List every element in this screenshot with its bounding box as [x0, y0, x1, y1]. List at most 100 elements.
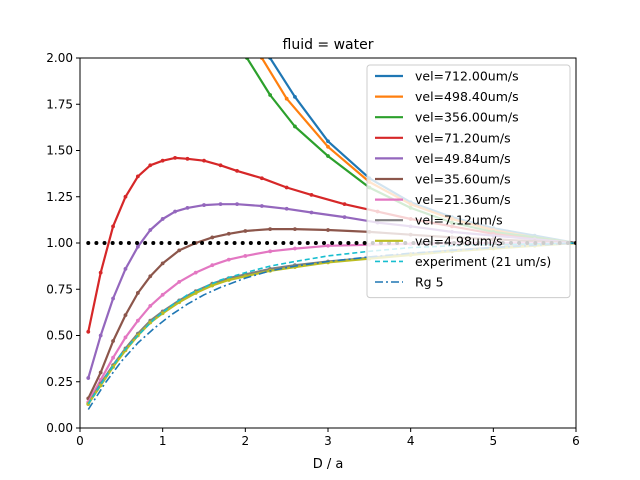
- data-point: [342, 202, 347, 207]
- data-point: [326, 154, 330, 158]
- data-point: [111, 339, 115, 343]
- reference-dot: [265, 241, 270, 245]
- data-point: [243, 229, 248, 233]
- reference-dot: [102, 241, 107, 245]
- data-point: [293, 227, 297, 232]
- x-tick-label: 0: [76, 434, 84, 448]
- legend-label: vel=712.00um/s: [415, 69, 519, 84]
- data-point: [309, 193, 314, 197]
- reference-dot: [232, 241, 237, 245]
- data-point: [210, 263, 215, 268]
- reference-dot: [281, 241, 286, 245]
- y-tick-label: 0.50: [46, 329, 73, 343]
- x-axis-label: D / a: [313, 457, 344, 472]
- data-point: [86, 329, 91, 334]
- reference-dot: [240, 241, 245, 245]
- data-point: [293, 246, 297, 251]
- data-point: [235, 202, 239, 207]
- data-point: [160, 311, 165, 316]
- reference-dot: [183, 241, 188, 245]
- y-tick-label: 0.75: [46, 282, 73, 296]
- reference-dot: [159, 241, 164, 245]
- reference-dot: [322, 241, 327, 245]
- reference-dot: [338, 241, 343, 245]
- reference-dot: [289, 241, 294, 245]
- data-point: [243, 254, 248, 258]
- data-point: [226, 257, 231, 262]
- data-point: [98, 270, 103, 275]
- y-tick-label: 1.25: [46, 190, 73, 204]
- data-point: [326, 139, 330, 144]
- legend-label: vel=49.84um/s: [415, 151, 511, 166]
- reference-dot: [135, 241, 140, 245]
- data-point: [226, 231, 231, 236]
- legend-label: Rg 5: [415, 275, 444, 290]
- reference-dot: [346, 241, 351, 245]
- data-point: [210, 235, 215, 240]
- data-point: [284, 96, 289, 101]
- data-point: [268, 227, 273, 232]
- data-point: [185, 205, 190, 210]
- legend: vel=712.00um/s vel=498.40um/s vel=356.00um…: [366, 64, 571, 299]
- y-axis: 0.00 0.25 0.50 0.75 1.00 1.25 1.50 1.75 2.00: [46, 51, 80, 435]
- legend-label: experiment (21 um/s): [415, 254, 551, 269]
- reference-dot: [305, 241, 310, 245]
- reference-dot: [224, 241, 229, 245]
- reference-dot: [297, 241, 302, 245]
- reference-dot: [151, 241, 156, 245]
- reference-dot: [248, 241, 253, 245]
- data-point: [226, 278, 231, 282]
- data-point: [259, 204, 264, 208]
- data-point: [326, 228, 330, 232]
- reference-dot: [118, 241, 123, 245]
- data-point: [326, 144, 330, 149]
- y-tick-label: 0.25: [46, 375, 73, 389]
- x-tick-label: 2: [242, 434, 250, 448]
- reference-dot: [208, 241, 213, 245]
- data-point: [135, 291, 140, 295]
- reference-dot: [126, 241, 131, 245]
- data-point: [135, 244, 140, 249]
- data-point: [148, 274, 153, 279]
- data-point: [268, 249, 273, 254]
- legend-label: vel=4.98um/s: [415, 233, 503, 248]
- data-point: [148, 304, 153, 308]
- data-point: [268, 93, 273, 97]
- data-point: [135, 318, 140, 323]
- x-tick-label: 3: [324, 434, 332, 448]
- data-point: [111, 224, 115, 229]
- data-point: [309, 210, 314, 215]
- data-point: [202, 203, 206, 207]
- data-point: [86, 376, 91, 380]
- data-point: [160, 292, 165, 297]
- data-point: [293, 124, 297, 129]
- y-tick-label: 1.00: [46, 236, 73, 250]
- data-point: [210, 283, 215, 288]
- y-tick-label: 2.00: [46, 51, 73, 65]
- data-point: [123, 313, 128, 318]
- legend-box: [366, 64, 571, 299]
- data-point: [160, 261, 165, 266]
- data-point: [123, 194, 128, 199]
- legend-label: vel=21.36um/s: [415, 192, 511, 207]
- data-point: [173, 156, 177, 160]
- data-point: [160, 217, 165, 221]
- data-point: [259, 176, 264, 181]
- reference-dot: [167, 241, 172, 245]
- reference-dot: [362, 241, 367, 245]
- data-point: [123, 335, 128, 340]
- chart-title: fluid = water: [283, 37, 374, 53]
- data-point: [160, 158, 165, 163]
- x-tick-label: 4: [407, 434, 415, 448]
- reference-dot: [313, 241, 318, 245]
- reference-dot: [216, 241, 221, 245]
- data-point: [123, 267, 128, 271]
- y-tick-label: 0.00: [46, 421, 73, 435]
- reference-dot: [94, 241, 99, 245]
- legend-label: vel=35.60um/s: [415, 172, 511, 187]
- reference-dot: [86, 241, 91, 245]
- reference-dot: [256, 241, 261, 245]
- data-point: [284, 185, 289, 190]
- data-point: [185, 156, 190, 161]
- data-point: [235, 168, 239, 173]
